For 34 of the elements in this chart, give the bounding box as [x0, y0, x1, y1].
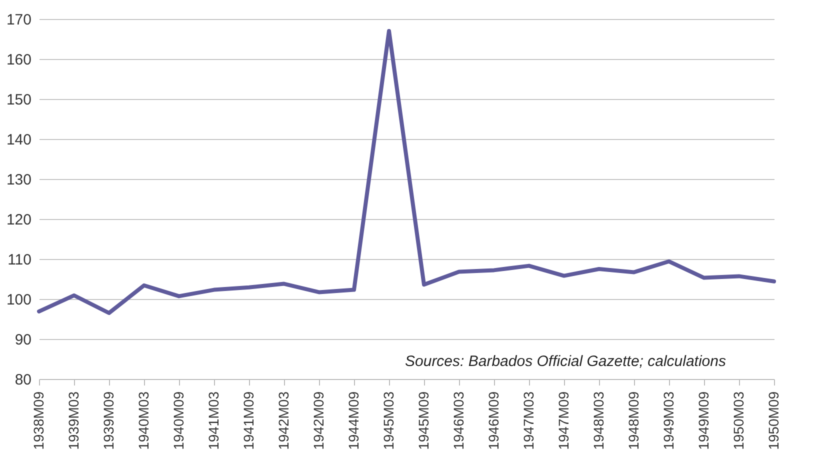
x-tick-label: 1941M03	[206, 391, 222, 450]
x-tick-label: 1945M03	[380, 391, 396, 450]
y-tick-label: 150	[6, 92, 32, 108]
x-tick-label: 1949M03	[660, 391, 676, 450]
x-tick-label: 1948M09	[626, 391, 642, 450]
x-tick-label: 1950M09	[766, 391, 782, 450]
y-tick-label: 100	[6, 292, 32, 308]
x-tick-label: 1950M03	[730, 391, 746, 450]
x-tick-label: 1947M03	[520, 391, 536, 450]
y-tick-label: 160	[6, 52, 32, 68]
x-tick-label: 1947M09	[556, 391, 572, 450]
y-tick-label: 80	[14, 372, 32, 388]
y-tick-label: 130	[6, 172, 32, 188]
x-tick-label: 1940M09	[170, 391, 186, 450]
x-tick-label: 1940M03	[136, 391, 152, 450]
x-tick-label: 1949M09	[696, 391, 712, 450]
y-tick-label: 170	[6, 12, 32, 28]
x-tick-label: 1946M03	[450, 391, 466, 450]
x-tick-label: 1942M03	[276, 391, 292, 450]
y-tick-label: 110	[8, 252, 32, 268]
y-tick-label: 120	[6, 212, 32, 228]
x-tick-label: 1948M03	[590, 391, 606, 450]
y-tick-label: 90	[14, 332, 32, 348]
line-series	[37, 29, 776, 315]
annotation: Sources: Barbados Official Gazette; calculations	[405, 353, 726, 370]
x-tick-label: 1945M09	[416, 391, 432, 450]
x-tick-label: 1939M09	[100, 391, 116, 450]
x-tick-label: 1942M09	[310, 391, 326, 450]
x-tick-label: 1938M09	[30, 391, 46, 450]
x-tick-label: 1941M09	[240, 391, 256, 450]
x-tick-label: 1939M03	[66, 391, 82, 450]
y-tick-label: 140	[6, 132, 32, 148]
x-tick-label: 1944M09	[346, 391, 362, 450]
x-tick-label: 1946M09	[486, 391, 502, 450]
